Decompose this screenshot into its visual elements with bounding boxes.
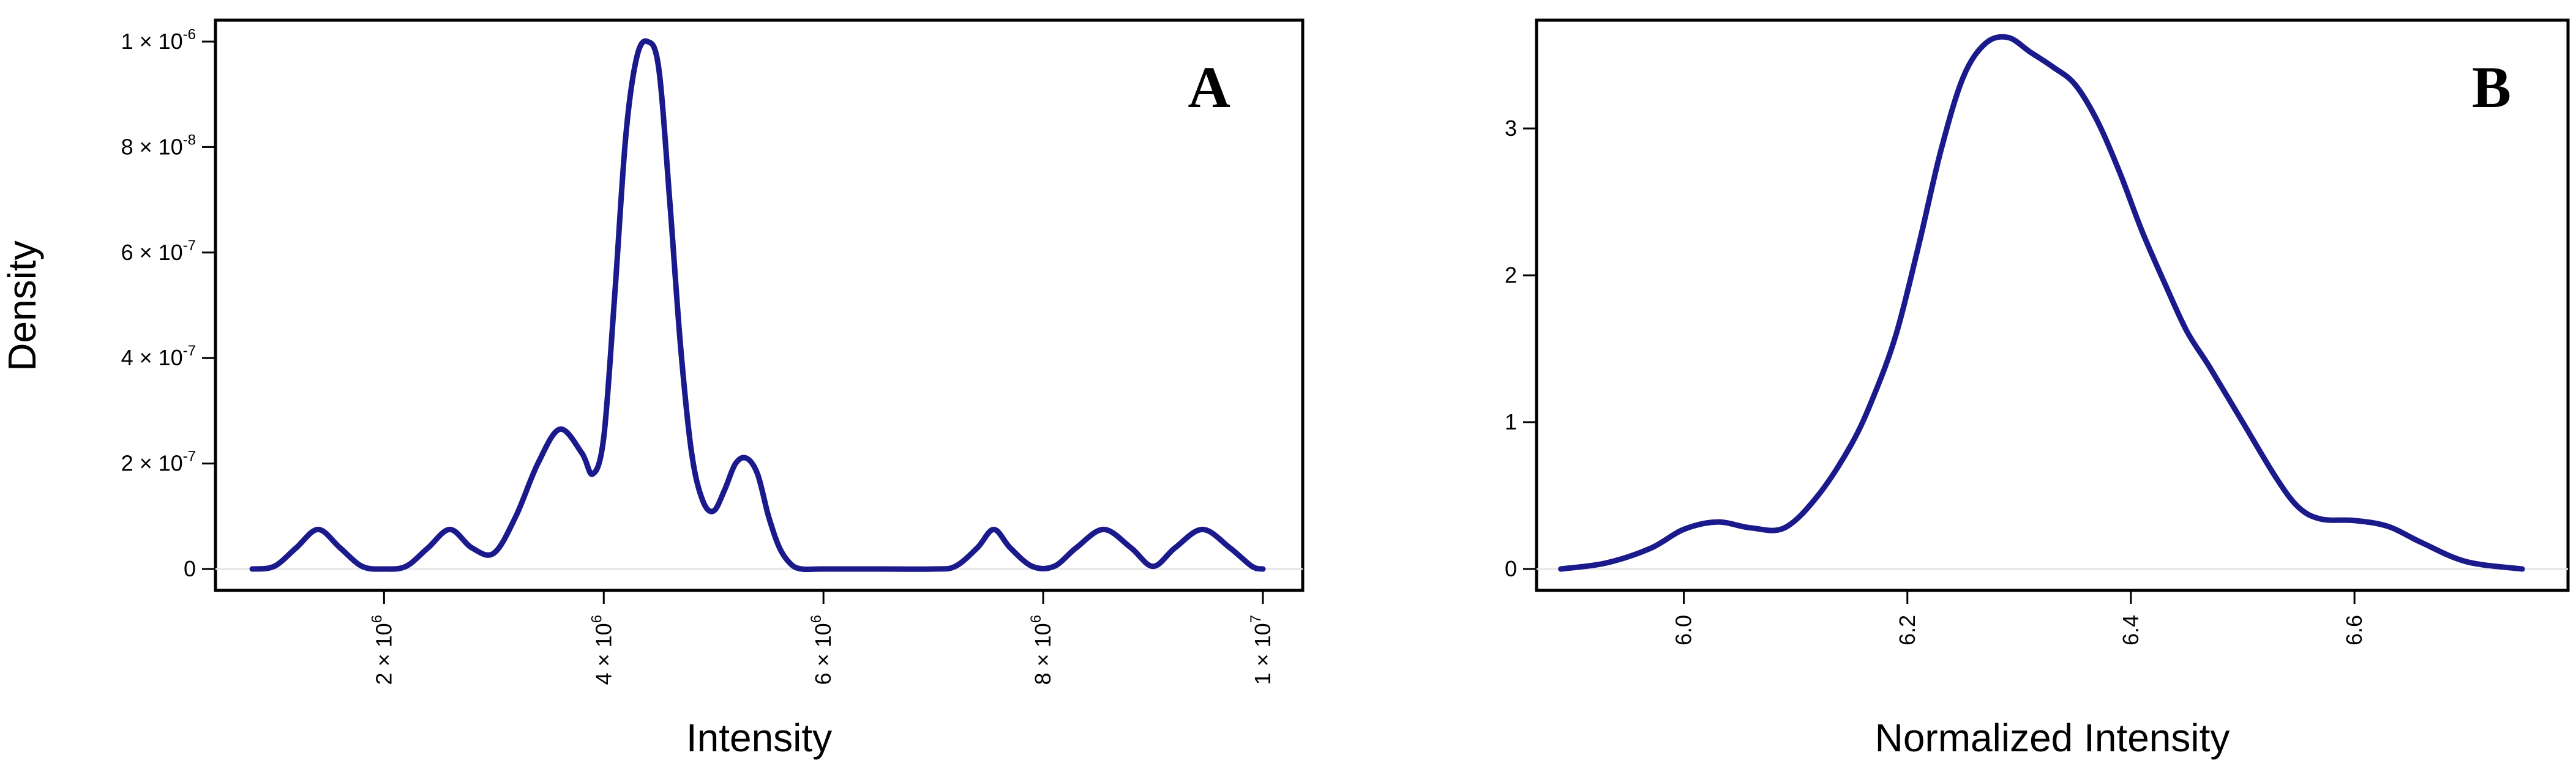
x-tick-label: 1 × 107 xyxy=(1248,615,1275,685)
chart-panel-b: 0 1 2 3 6.0 6.2 6.4 6.6 Normalized Intensity B xyxy=(1505,18,2570,760)
x-tick-label: 6.6 xyxy=(2342,615,2367,645)
x-tick-label: 6.0 xyxy=(1671,615,1696,645)
y-tick-label: 0 xyxy=(184,556,196,581)
panel-letter: A xyxy=(1188,54,1230,120)
y-tick-label: 2 × 10-7 xyxy=(121,448,196,476)
y-tick-label: 0 xyxy=(1505,556,1517,581)
plot-frame xyxy=(214,18,1305,592)
x-tick-label: 6.2 xyxy=(1895,615,1920,645)
x-tick-label: 6 × 106 xyxy=(808,615,836,685)
x-tick-label: 6.4 xyxy=(2118,615,2143,645)
y-axis-title: Density xyxy=(0,240,44,371)
y-tick-label: 1 xyxy=(1505,409,1517,434)
y-tick-label: 4 × 10-7 xyxy=(121,343,196,370)
plot-frame xyxy=(1535,18,2570,592)
panel-letter: B xyxy=(2472,54,2511,120)
x-axis-title: Normalized Intensity xyxy=(1875,716,2230,760)
y-tick-label: 8 × 10-8 xyxy=(121,132,196,159)
density-line xyxy=(249,38,1266,573)
x-tick-label: 2 × 106 xyxy=(369,615,396,685)
y-tick-label: 2 xyxy=(1505,262,1517,288)
x-tick-label: 4 × 106 xyxy=(588,615,616,685)
chart-panel-a: 0 2 × 10-7 4 × 10-7 6 × 10-7 8 × 10-8 1 × 10-… xyxy=(0,18,1305,760)
x-axis-title: Intensity xyxy=(686,716,832,760)
y-tick-label: 1 × 10-6 xyxy=(121,26,196,54)
y-tick-label: 6 × 10-7 xyxy=(121,237,196,265)
y-tick-label: 3 xyxy=(1505,116,1517,141)
density-line xyxy=(1558,34,2525,572)
x-tick-label: 8 × 106 xyxy=(1028,615,1055,685)
